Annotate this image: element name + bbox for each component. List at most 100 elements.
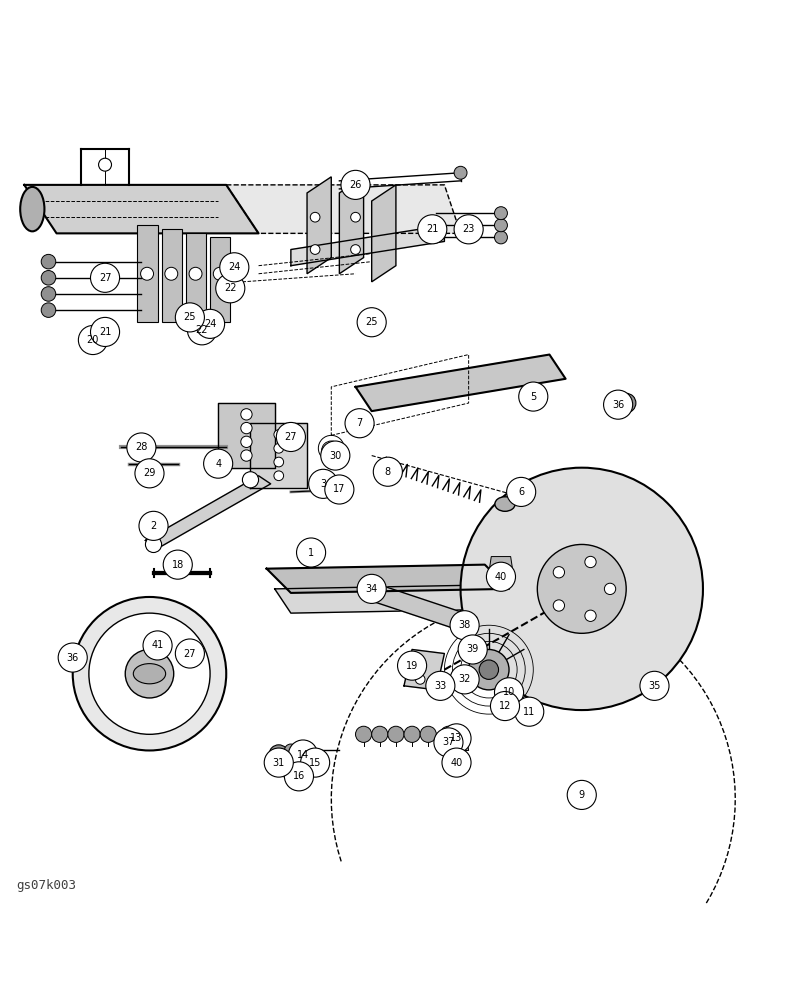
Circle shape: [567, 780, 596, 809]
Circle shape: [139, 511, 168, 540]
Circle shape: [204, 449, 233, 478]
Circle shape: [145, 536, 162, 553]
Circle shape: [469, 649, 509, 690]
Circle shape: [458, 635, 487, 664]
Circle shape: [310, 212, 320, 222]
Circle shape: [141, 267, 154, 280]
Circle shape: [58, 643, 87, 672]
Text: 12: 12: [499, 701, 511, 711]
Circle shape: [494, 219, 507, 232]
Circle shape: [175, 639, 204, 668]
Circle shape: [284, 744, 297, 757]
Text: 35: 35: [648, 681, 661, 691]
Polygon shape: [218, 403, 275, 468]
Circle shape: [216, 274, 245, 303]
Circle shape: [553, 567, 565, 578]
Circle shape: [301, 748, 330, 777]
Text: 11: 11: [523, 707, 536, 717]
Circle shape: [494, 231, 507, 244]
Circle shape: [341, 170, 370, 199]
Text: 9: 9: [579, 790, 585, 800]
Circle shape: [640, 671, 669, 700]
Text: 10: 10: [503, 687, 516, 697]
Circle shape: [90, 317, 120, 346]
Circle shape: [426, 671, 455, 700]
Ellipse shape: [20, 187, 44, 231]
Text: 34: 34: [365, 584, 378, 594]
Text: 13: 13: [450, 733, 463, 743]
Circle shape: [41, 287, 56, 301]
Circle shape: [604, 390, 633, 419]
Circle shape: [357, 308, 386, 337]
Circle shape: [213, 267, 226, 280]
Polygon shape: [489, 557, 513, 573]
Text: 28: 28: [135, 442, 148, 452]
Text: 4: 4: [215, 459, 221, 469]
Ellipse shape: [133, 664, 166, 684]
Text: 8: 8: [385, 467, 391, 477]
Circle shape: [404, 726, 420, 742]
Circle shape: [442, 724, 471, 753]
Circle shape: [486, 562, 516, 591]
Text: 7: 7: [356, 418, 363, 428]
Polygon shape: [162, 229, 182, 322]
Polygon shape: [145, 476, 271, 548]
Text: 20: 20: [86, 335, 99, 345]
Circle shape: [454, 166, 467, 179]
Text: 1: 1: [308, 548, 314, 558]
Circle shape: [321, 441, 350, 470]
Text: 40: 40: [494, 572, 507, 582]
Circle shape: [276, 422, 305, 452]
Circle shape: [73, 597, 226, 750]
Polygon shape: [339, 177, 364, 274]
Text: 27: 27: [284, 432, 297, 442]
Circle shape: [415, 661, 425, 670]
Text: 31: 31: [272, 758, 285, 768]
Circle shape: [242, 472, 259, 488]
Circle shape: [415, 675, 425, 684]
Circle shape: [604, 583, 616, 595]
Circle shape: [309, 469, 338, 498]
Circle shape: [494, 678, 524, 707]
Text: 30: 30: [329, 451, 342, 461]
Circle shape: [442, 748, 471, 777]
Ellipse shape: [494, 497, 516, 511]
Circle shape: [241, 422, 252, 434]
Circle shape: [585, 610, 596, 621]
Polygon shape: [372, 585, 477, 633]
Text: 19: 19: [406, 661, 419, 671]
Text: 24: 24: [228, 262, 241, 272]
Circle shape: [196, 309, 225, 338]
Circle shape: [356, 726, 372, 742]
Circle shape: [89, 613, 210, 734]
Circle shape: [90, 263, 120, 292]
Circle shape: [325, 475, 354, 504]
Circle shape: [388, 726, 404, 742]
Circle shape: [175, 303, 204, 332]
Circle shape: [274, 471, 284, 481]
Text: 25: 25: [365, 317, 378, 327]
Polygon shape: [307, 177, 331, 274]
Circle shape: [450, 611, 479, 640]
Text: gs07k003: gs07k003: [16, 879, 76, 892]
Polygon shape: [291, 225, 444, 266]
Circle shape: [78, 325, 107, 355]
Circle shape: [135, 459, 164, 488]
Circle shape: [127, 433, 156, 462]
Text: 36: 36: [66, 653, 79, 663]
Circle shape: [99, 158, 112, 171]
Circle shape: [537, 544, 626, 633]
Text: 21: 21: [99, 327, 112, 337]
Circle shape: [479, 660, 499, 679]
Text: 41: 41: [151, 640, 164, 650]
Text: 29: 29: [143, 468, 156, 478]
Circle shape: [515, 697, 544, 726]
Circle shape: [264, 748, 293, 777]
Polygon shape: [137, 225, 158, 322]
Text: 6: 6: [518, 487, 524, 497]
Circle shape: [420, 726, 436, 742]
Circle shape: [585, 556, 596, 568]
Text: 22: 22: [196, 325, 208, 335]
Circle shape: [357, 574, 386, 603]
Circle shape: [143, 631, 172, 660]
